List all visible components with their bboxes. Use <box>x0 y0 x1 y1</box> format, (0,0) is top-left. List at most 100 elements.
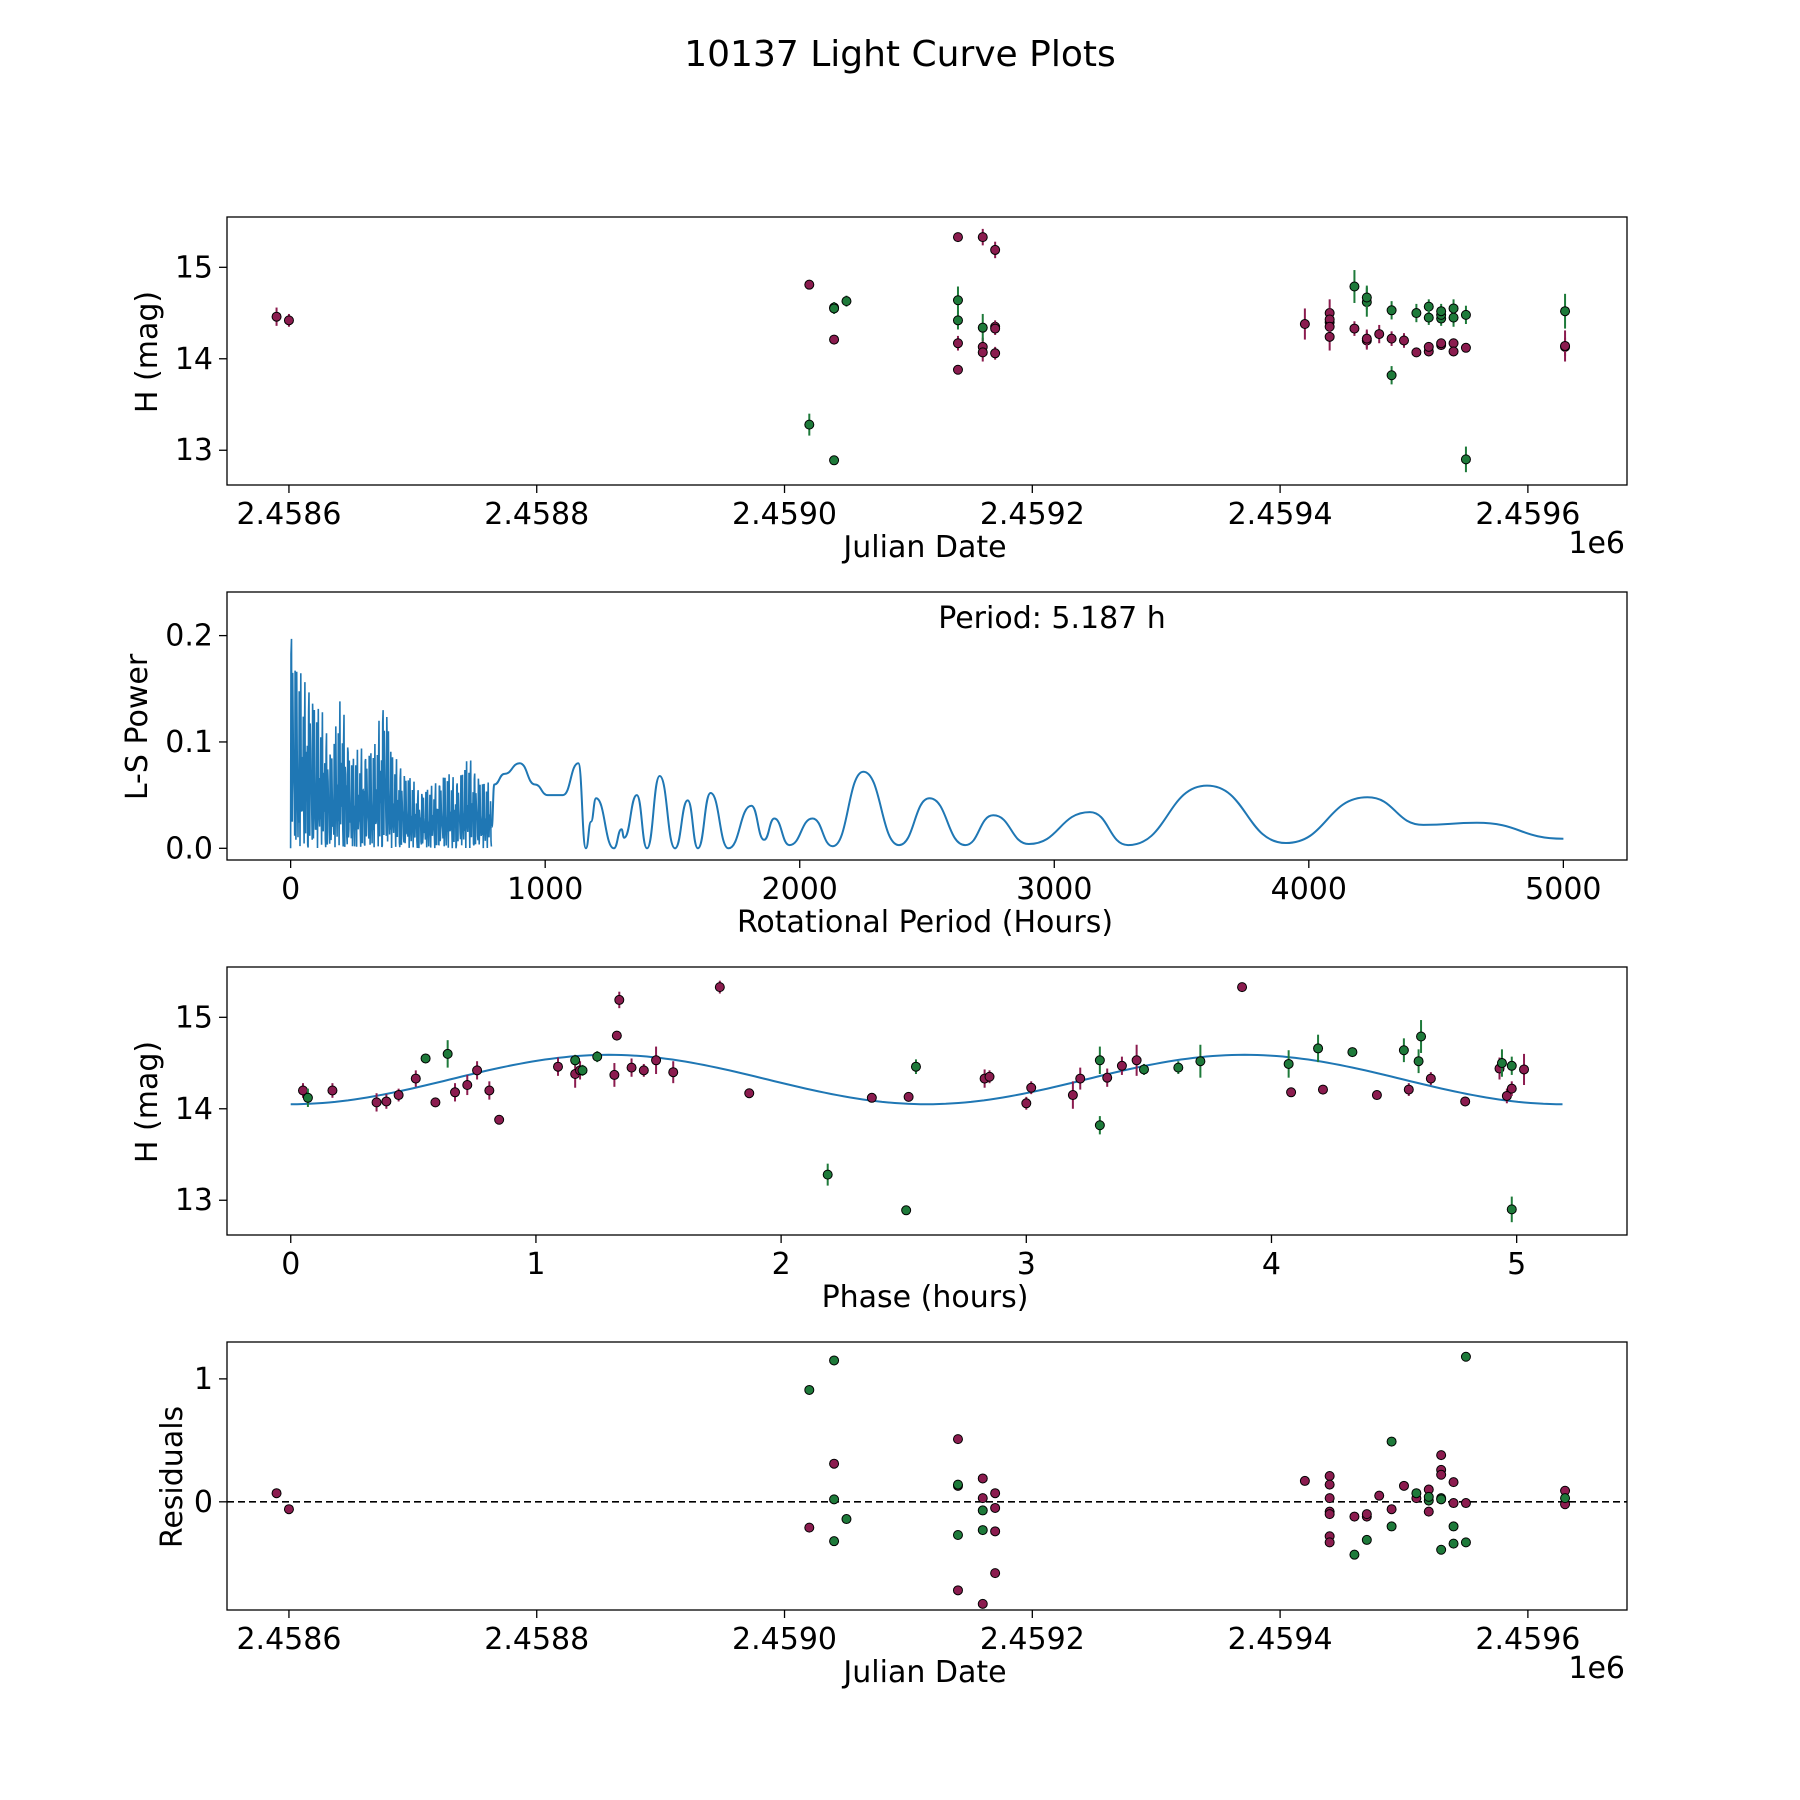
lightcurve-point-magenta <box>1436 338 1447 349</box>
lightcurve-point-green <box>1423 301 1434 312</box>
residuals-point-green <box>1423 1491 1434 1502</box>
lightcurve-point-green <box>1423 312 1434 323</box>
periodogram-frame <box>226 591 1628 861</box>
lightcurve-point-magenta <box>977 347 988 358</box>
phased-point-green <box>901 1205 912 1216</box>
lightcurve-point-magenta <box>1386 333 1397 344</box>
lightcurve-point-magenta <box>977 232 988 243</box>
residuals-axes: 2.4586 2.4588 2.4590 2.4592 2.4594 2.4596 0 1 <box>194 1341 1628 1657</box>
lightcurve-point-green <box>1361 292 1372 303</box>
phased-point-magenta <box>614 994 625 1005</box>
lightcurve-point-green <box>977 322 988 333</box>
lightcurve-point-green <box>1436 306 1447 317</box>
lightcurve-axes: 2.4586 2.4588 2.4590 2.4592 2.4594 2.4596 13 14… <box>175 216 1628 532</box>
lightcurve-point-green <box>1349 281 1360 292</box>
phased-point-magenta <box>462 1079 473 1090</box>
residuals-point-green <box>829 1355 840 1366</box>
phased-point-green <box>592 1051 603 1062</box>
residuals-point-magenta <box>829 1458 840 1469</box>
residuals-ylabel: Residuals <box>155 1406 190 1548</box>
residuals-point-green <box>1436 1544 1447 1555</box>
phased-point-green <box>1398 1045 1409 1056</box>
phased-xlabel: Phase (hours) <box>822 1280 1029 1315</box>
residuals-point-magenta <box>977 1473 988 1484</box>
residuals-point-green <box>829 1536 840 1547</box>
residuals-xtick-label: 2.4594 <box>1228 1622 1333 1657</box>
residuals-point-magenta <box>1324 1493 1335 1504</box>
phased-point-magenta <box>714 982 725 993</box>
residuals-xlabel: Julian Date <box>841 1655 1006 1690</box>
phased-point-magenta <box>1131 1055 1142 1066</box>
residuals-point-magenta <box>1374 1490 1385 1501</box>
phased-point-magenta <box>1519 1064 1530 1075</box>
phased-point-magenta <box>1067 1090 1078 1101</box>
lightcurve-point-magenta <box>1324 331 1335 342</box>
phased-point-magenta <box>450 1087 461 1098</box>
phased-point-green <box>1283 1058 1294 1069</box>
periodogram-panel: L-S Power Rotational Period (Hours) Peri… <box>120 601 1166 940</box>
phased-point-green <box>1413 1056 1424 1067</box>
periodogram-xtick-label: 4000 <box>1271 872 1347 907</box>
phased-point-magenta <box>984 1071 995 1082</box>
lightcurve-point-magenta <box>829 334 840 345</box>
phased-point-green <box>1094 1120 1105 1131</box>
phased-point-magenta <box>484 1085 495 1096</box>
lightcurve-point-magenta <box>1411 347 1422 358</box>
periodogram-ytick-label: 0.2 <box>165 619 213 654</box>
lightcurve-point-magenta <box>1361 333 1372 344</box>
lightcurve-xtick-label: 2.4592 <box>980 497 1085 532</box>
residuals-point-magenta <box>1423 1506 1434 1517</box>
phased-point-magenta <box>371 1097 382 1108</box>
residuals-point-green <box>1411 1488 1422 1499</box>
phased-point-magenta <box>393 1090 404 1101</box>
residuals-point-magenta <box>1324 1509 1335 1520</box>
lightcurve-ytick-label: 13 <box>175 433 213 468</box>
lightcurve-point-green <box>829 303 840 314</box>
phased-point-magenta <box>1425 1073 1436 1084</box>
residuals-point-magenta <box>990 1568 1001 1579</box>
phased-point-magenta <box>651 1055 662 1066</box>
residuals-point-green <box>841 1514 852 1525</box>
phased-point-magenta <box>381 1096 392 1107</box>
lightcurve-xtick-label: 2.4586 <box>236 497 341 532</box>
lightcurve-point-magenta <box>804 279 815 290</box>
residuals-point-magenta <box>1448 1477 1459 1488</box>
phased-point-green <box>570 1055 581 1066</box>
lightcurve-point-magenta <box>1374 329 1385 340</box>
phased-point-magenta <box>668 1067 679 1078</box>
lightcurve-point-magenta <box>952 364 963 375</box>
lightcurve-xtick-label: 2.4590 <box>732 497 837 532</box>
lightcurve-xtick-label: 2.4596 <box>1475 497 1580 532</box>
lightcurve-ylabel: H (mag) <box>130 291 165 413</box>
lightcurve-point-magenta <box>271 311 282 322</box>
periodogram-xtick-label: 3000 <box>1016 872 1092 907</box>
phased-point-magenta <box>866 1092 877 1103</box>
phased-point-green <box>1138 1064 1149 1075</box>
residuals-point-magenta <box>952 1434 963 1445</box>
residuals-point-green <box>1386 1521 1397 1532</box>
phased-point-green <box>442 1048 453 1059</box>
residuals-point-magenta <box>271 1488 282 1499</box>
phased-point-magenta <box>903 1091 914 1102</box>
residuals-point-green <box>952 1530 963 1541</box>
phased-point-green <box>1195 1056 1206 1067</box>
phased-point-magenta <box>1237 982 1248 993</box>
residuals-point-green <box>829 1494 840 1505</box>
lightcurve-point-magenta <box>990 323 1001 334</box>
phased-frame <box>226 966 1628 1236</box>
periodogram-ytick-label: 0.1 <box>165 725 213 760</box>
phased-point-magenta <box>410 1073 421 1084</box>
phased-point-magenta <box>1460 1096 1471 1107</box>
phased-point-magenta <box>1026 1082 1037 1093</box>
lightcurve-point-green <box>1386 305 1397 316</box>
phased-point-magenta <box>472 1065 483 1076</box>
lightcurve-points <box>271 228 1571 473</box>
phased-point-magenta <box>744 1088 755 1099</box>
periodogram-dense-line <box>289 638 493 849</box>
phased-points <box>298 980 1530 1223</box>
residuals-point-green <box>1448 1538 1459 1549</box>
residuals-point-magenta <box>1386 1504 1397 1515</box>
phased-point-green <box>1094 1055 1105 1066</box>
residuals-point-magenta <box>977 1493 988 1504</box>
phased-point-magenta <box>611 1030 622 1041</box>
